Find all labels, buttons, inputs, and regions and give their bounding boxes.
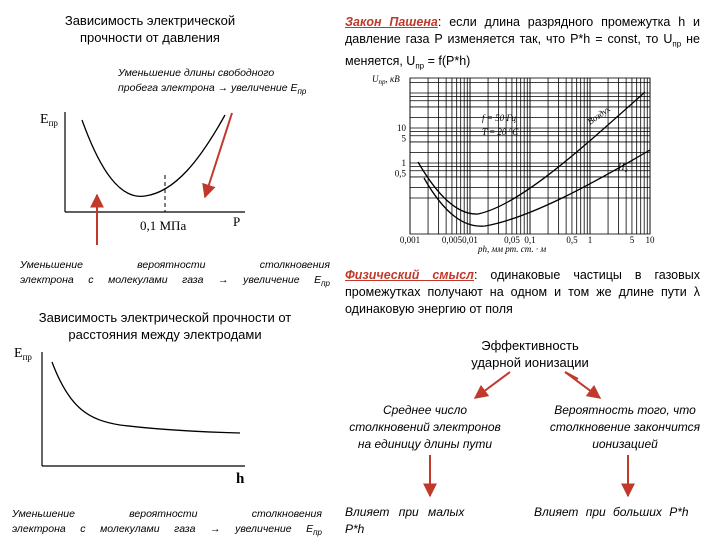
arrow — [564, 371, 579, 380]
legend: T = 20 °C — [482, 127, 519, 137]
effect: Влияет при малых P*h — [345, 505, 465, 536]
legend: f = 50 Гц — [482, 113, 516, 123]
x-tick-label: 0,5 — [566, 235, 578, 245]
curve-air — [417, 91, 646, 215]
paschen-law: Закон Пашена: если длина разрядного пром… — [345, 15, 700, 70]
x-label: P — [233, 214, 240, 229]
root-node: Эффективность ударной ионизации — [471, 338, 589, 370]
effect: Влияет при больших P*h — [534, 505, 689, 519]
annotation: Уменьшение длины свободного пробега элект… — [118, 67, 307, 97]
y-tick-label: 0,5 — [395, 169, 407, 179]
x-tick: 0,1 МПа — [140, 218, 186, 233]
arrow — [473, 371, 511, 399]
x-tick-label: 0,005 — [442, 235, 463, 245]
branch-node: Среднее число столкновений электронов на е… — [349, 403, 501, 451]
y-tick-label: 5 — [402, 134, 407, 144]
branch-node: Вероятность того, что столкновение законч… — [549, 403, 701, 451]
y-label: Uпр, кВ — [372, 74, 400, 86]
y-label: Eпр — [40, 112, 58, 128]
y-tick-label: 10 — [397, 123, 407, 133]
physical-meaning: Физический смысл: одинаковые частицы в г… — [345, 268, 701, 316]
graph-distance — [41, 352, 245, 467]
annotation: Уменьшение вероятности столкновения элект… — [12, 508, 322, 538]
annotation: Уменьшение вероятности столкновения элект… — [20, 259, 330, 289]
heading: Зависимость электрической прочности от да… — [64, 13, 236, 45]
x-tick-label: 0,001 — [400, 235, 420, 245]
curve-h2 — [423, 149, 651, 227]
curve-label: H₂ — [617, 162, 628, 172]
heading: Зависимость электрической прочности от ра… — [38, 310, 292, 342]
y-label: Eпр — [14, 346, 32, 362]
x-tick-label: 5 — [630, 235, 635, 245]
x-tick-label: 0,01 — [462, 235, 478, 245]
x-label: h — [236, 471, 245, 487]
arrow — [202, 112, 233, 199]
arrow — [564, 371, 602, 399]
graph-pressure — [64, 112, 245, 213]
x-tick-label: 10 — [646, 235, 656, 245]
x-tick-label: 0,1 — [524, 235, 535, 245]
x-tick-label: 0,05 — [504, 235, 520, 245]
y-tick-label: 1 — [402, 158, 407, 168]
paschen-grid — [409, 77, 651, 235]
x-label: ph, мм рт. ст. · м — [477, 244, 546, 254]
x-tick-label: 1 — [588, 235, 593, 245]
